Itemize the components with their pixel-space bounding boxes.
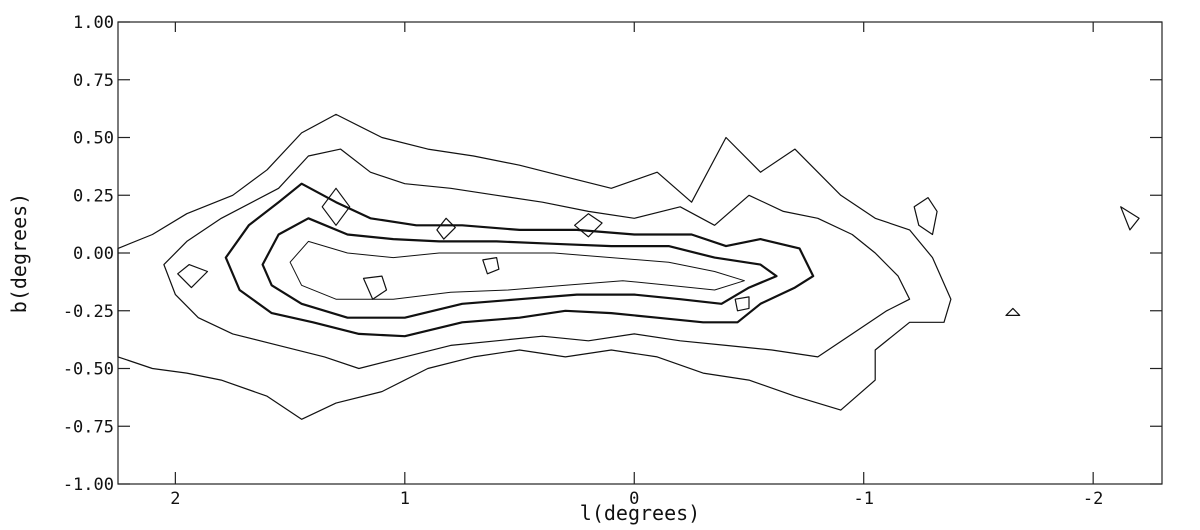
y-tick-label: -0.75: [63, 417, 114, 437]
contour-level-1: [1120, 206, 1140, 231]
contour-level-1: [913, 197, 938, 236]
x-tick-label: 0: [629, 489, 639, 509]
contour-level-1: [436, 217, 456, 240]
plot-border: [117, 21, 1163, 485]
y-tick-label: -0.50: [63, 360, 114, 380]
contour-level-4: [261, 217, 778, 319]
x-tick-label: -2: [1083, 489, 1103, 509]
x-tick-label: 1: [400, 489, 410, 509]
contour-level-6: [362, 275, 388, 300]
y-tick-label: -0.25: [63, 302, 114, 322]
y-tick-label: 0.50: [73, 129, 114, 149]
y-axis: 1.00 0.75 0.50 0.25 0.00 -0.25 -0.50 -0.75 -1.00: [63, 13, 1162, 495]
contour-level-1: [177, 264, 209, 289]
x-axis: 2 1 0 -1 -2: [170, 22, 1103, 509]
contour-level-5: [289, 240, 745, 300]
contour-level-2: [163, 148, 911, 370]
x-tick-label: 2: [170, 489, 180, 509]
y-tick-label: 1.00: [73, 13, 114, 33]
y-tick-label: -1.00: [63, 475, 114, 495]
contour-lines: [117, 113, 1140, 420]
contour-level-1: [117, 113, 952, 420]
contour-level-1: [1005, 307, 1021, 316]
contour-level-6: [482, 257, 500, 275]
x-tick-label: -1: [853, 489, 873, 509]
y-tick-label: 0.25: [73, 186, 114, 206]
y-axis-label: b(degrees): [7, 193, 31, 313]
x-axis-label: l(degrees): [580, 501, 700, 525]
plot-frame: [117, 21, 1163, 485]
contour-level-3: [224, 182, 815, 338]
y-tick-label: 0.00: [73, 244, 114, 264]
contour-level-1: [573, 213, 603, 238]
contour-level-6: [734, 296, 750, 312]
y-tick-label: 0.75: [73, 71, 114, 91]
contour-level-6: [321, 187, 351, 226]
